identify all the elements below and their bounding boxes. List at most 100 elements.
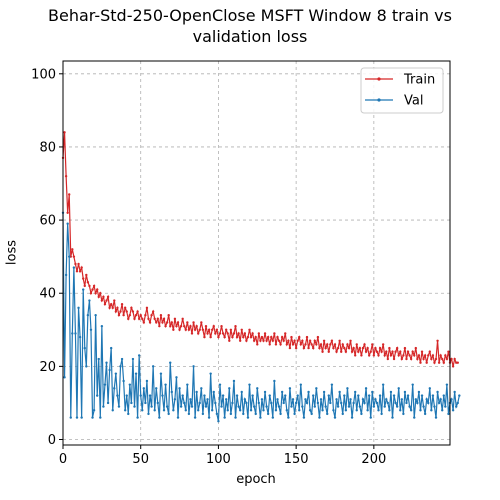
data-point [271,416,275,419]
data-point [207,328,211,331]
data-point [211,409,214,412]
data-point [91,288,94,291]
data-point [130,306,133,310]
data-point [259,416,262,419]
data-point [321,350,324,353]
data-point [394,401,397,405]
data-point [406,394,410,397]
data-point [235,335,239,339]
data-point [187,328,191,331]
data-point [341,412,344,416]
data-point [145,306,149,310]
data-point [344,350,348,353]
data-point [119,310,122,313]
data-point [260,398,264,401]
data-point [198,328,201,331]
series-lines [61,131,461,423]
data-point [75,270,79,273]
data-point [175,376,178,379]
data-point [167,412,170,416]
data-point [173,398,177,401]
data-point [456,401,459,405]
data-point [336,346,340,350]
y-tick-label: 80 [39,140,56,155]
data-point [447,412,450,416]
data-point [100,299,104,302]
data-point [151,365,155,368]
data-point [428,387,431,390]
data-point [113,299,116,302]
data-point [237,332,240,335]
data-point [268,343,271,346]
data-point [72,255,76,258]
data-point [360,354,363,357]
data-point [123,409,127,412]
data-point [151,310,155,313]
data-point [329,343,332,346]
data-point [262,409,265,412]
data-point [249,409,253,412]
data-point [80,266,83,269]
data-point [392,394,396,397]
data-point [391,416,394,419]
data-point [291,343,295,346]
data-point [109,303,113,306]
data-point [374,398,377,401]
data-point [277,339,281,342]
data-point [361,398,365,401]
data-point [425,398,428,401]
data-point [280,390,284,394]
data-point [234,324,237,328]
data-point [243,332,247,335]
data-point [256,343,259,346]
data-point [248,328,251,331]
data-point [234,416,237,419]
data-point [349,398,352,401]
data-point [455,405,458,408]
x-tick-label: 150 [284,452,309,467]
data-point [130,401,133,405]
data-point [294,346,298,350]
data-point [310,343,313,346]
data-point [360,412,363,416]
data-point [296,339,299,342]
data-point [64,273,68,277]
data-point [164,324,167,328]
x-axis-label: epoch [236,472,276,487]
data-point [333,343,337,346]
data-point [147,412,150,416]
data-point [178,387,181,390]
data-point [374,346,377,350]
data-point [86,281,90,284]
data-point [349,339,352,342]
data-point [290,405,293,408]
data-point [176,321,180,324]
data-point [200,387,203,390]
chart-title-line2: validation loss [192,27,308,46]
data-point [441,357,444,361]
data-point [114,310,118,313]
data-point [165,405,169,408]
data-point [141,317,144,321]
data-point [389,354,393,357]
y-tick-label: 40 [39,287,56,302]
data-point [94,292,97,295]
data-point [109,346,113,350]
data-point [280,335,284,339]
data-point [77,262,80,266]
data-point [66,211,69,214]
data-point [279,343,282,346]
data-point [254,335,257,339]
data-point [335,398,338,401]
data-point [231,335,234,339]
data-point [437,361,441,364]
data-point [353,390,357,394]
data-point [310,412,313,416]
data-point [433,361,436,364]
data-point [333,416,337,419]
data-point [74,332,77,335]
data-point [167,313,170,317]
data-point [394,350,397,353]
data-point [181,317,184,321]
